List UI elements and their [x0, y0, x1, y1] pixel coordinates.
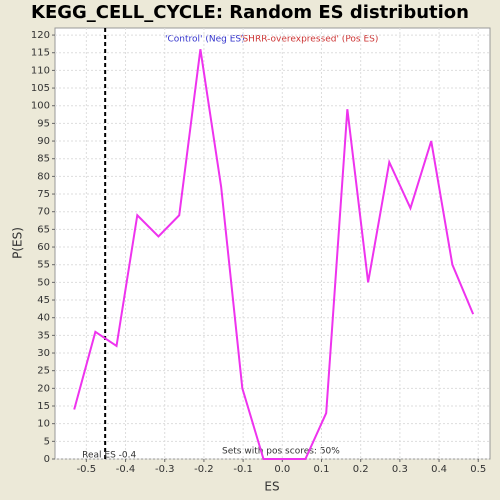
y-tick-label: 45: [37, 295, 50, 306]
x-tick-label: 0.0: [274, 464, 290, 475]
y-tick-label: 115: [31, 48, 50, 59]
x-axis-label: ES: [264, 480, 279, 494]
chart-title: KEGG_CELL_CYCLE: Random ES distribution: [31, 2, 469, 23]
legend-entry: 'Control' (Neg ES): [165, 35, 245, 45]
y-tick-label: 5: [44, 436, 50, 447]
series-line: [73, 49, 475, 460]
x-tick-label: -0.4: [116, 464, 136, 475]
x-tick-label: -0.5: [77, 464, 97, 475]
x-tick-label: 0.1: [314, 464, 330, 475]
x-tick-label: 0.4: [431, 464, 447, 475]
y-tick-label: 50: [37, 277, 50, 288]
x-tick-label: -0.2: [194, 464, 214, 475]
y-tick-label: 105: [31, 83, 50, 94]
y-tick-label: 95: [37, 118, 50, 129]
x-tick-label: 0.3: [392, 464, 408, 475]
y-tick-label: 25: [37, 366, 50, 377]
y-tick-label: 60: [37, 242, 50, 253]
x-tick-label: -0.3: [155, 464, 175, 475]
y-tick-label: 110: [31, 65, 50, 76]
y-tick-label: 10: [37, 419, 50, 430]
y-tick-label: 65: [37, 224, 50, 235]
y-tick-label: 35: [37, 330, 50, 341]
y-axis-label: P(ES): [11, 227, 25, 259]
real-es-label: Real ES -0.4: [82, 451, 136, 461]
y-tick-label: 70: [37, 207, 50, 218]
y-tick-label: 90: [37, 136, 50, 147]
note: Sets with pos scores: 50%: [222, 447, 340, 457]
y-tick-label: 120: [31, 30, 50, 41]
x-tick-label: 0.2: [353, 464, 369, 475]
x-tick-label: 0.5: [470, 464, 486, 475]
x-tick-label: -0.1: [233, 464, 253, 475]
y-tick-label: 30: [37, 348, 50, 359]
y-tick-label: 75: [37, 189, 50, 200]
y-tick-label: 100: [31, 101, 50, 112]
y-tick-label: 0: [44, 454, 50, 465]
y-tick-label: 20: [37, 383, 50, 394]
plot-area: [54, 27, 491, 460]
legend-entry: 'SHRR-overexpressed' (Pos ES): [240, 35, 378, 45]
y-tick-label: 80: [37, 171, 50, 182]
y-tick-label: 15: [37, 401, 50, 412]
y-tick-label: 40: [37, 313, 50, 324]
y-tick-label: 85: [37, 154, 50, 165]
y-tick-label: 55: [37, 260, 50, 271]
